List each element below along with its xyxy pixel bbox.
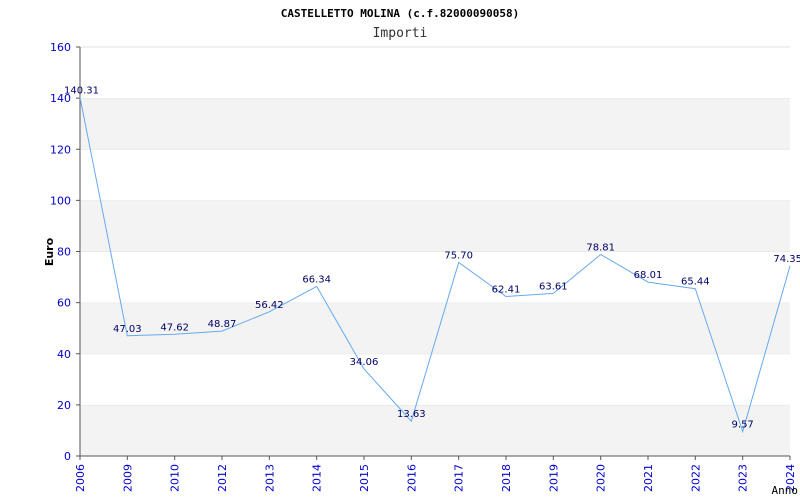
x-tick-label: 2022	[689, 464, 702, 492]
x-tick-label: 2017	[453, 464, 466, 492]
y-tick-label: 120	[50, 143, 71, 156]
y-tick-label: 0	[64, 450, 71, 463]
y-axis-ticks: 0 20 40 60 80 100 120 140 160	[50, 41, 80, 463]
grid-band	[80, 251, 790, 303]
y-tick-label: 60	[57, 297, 71, 310]
series-line	[79, 97, 791, 434]
x-tick-label: 2018	[500, 464, 513, 492]
data-label: 63.61	[539, 281, 568, 292]
y-tick-label: 40	[57, 348, 71, 361]
data-label: 47.03	[113, 324, 142, 335]
data-label: 65.44	[681, 277, 710, 288]
y-tick-label: 80	[57, 246, 71, 259]
x-tick-label: 2009	[121, 464, 134, 492]
x-tick-label: 2010	[169, 464, 182, 492]
y-tick-label: 140	[50, 92, 71, 105]
x-axis-ticks: 2006 2009 2010 2012 2013 2014 2015 2016 2017 2018…	[74, 456, 797, 492]
x-tick-label: 2020	[595, 464, 608, 492]
x-tick-label: 2019	[547, 464, 560, 492]
x-tick-label: 2021	[642, 464, 655, 492]
grid-band	[80, 302, 790, 354]
x-axis-label: Anno	[772, 484, 799, 497]
x-tick-label: 2014	[311, 464, 324, 492]
data-label: 66.34	[302, 274, 331, 285]
grid-band	[80, 149, 790, 201]
data-label: 13.63	[397, 409, 426, 420]
x-tick-label: 2016	[405, 464, 418, 492]
data-label: 78.81	[586, 243, 615, 254]
data-label: 140.31	[64, 85, 99, 96]
y-axis-label: Euro	[43, 237, 56, 266]
grid-bands	[80, 46, 790, 456]
chart-subtitle: Importi	[373, 26, 428, 41]
grid-band	[80, 98, 790, 150]
data-label: 48.87	[208, 319, 237, 330]
data-label: 47.62	[160, 322, 189, 333]
grid-band	[80, 404, 790, 456]
data-label: 34.06	[350, 357, 379, 368]
x-tick-label: 2023	[737, 464, 750, 492]
x-tick-label: 2013	[263, 464, 276, 492]
y-tick-label: 100	[50, 194, 71, 207]
grid-band	[80, 353, 790, 405]
data-label: 62.41	[492, 284, 521, 295]
y-tick-label: 160	[50, 41, 71, 54]
data-labels: 140.31 47.03 47.62 48.87 56.42 66.34 34.06 13.6…	[64, 85, 800, 430]
chart-title: CASTELLETTO MOLINA (c.f.82000090058)	[281, 7, 519, 20]
data-label: 56.42	[255, 300, 284, 311]
y-tick-label: 20	[57, 399, 71, 412]
grid-band	[80, 200, 790, 252]
grid-band	[80, 47, 790, 99]
x-tick-label: 2012	[216, 464, 229, 492]
data-label: 74.35	[773, 254, 800, 265]
data-label: 68.01	[634, 270, 663, 281]
x-tick-label: 2024	[784, 464, 797, 492]
x-tick-label: 2006	[74, 464, 87, 492]
data-label: 9.57	[732, 420, 754, 431]
x-tick-label: 2015	[358, 464, 371, 492]
data-label: 75.70	[444, 250, 473, 261]
